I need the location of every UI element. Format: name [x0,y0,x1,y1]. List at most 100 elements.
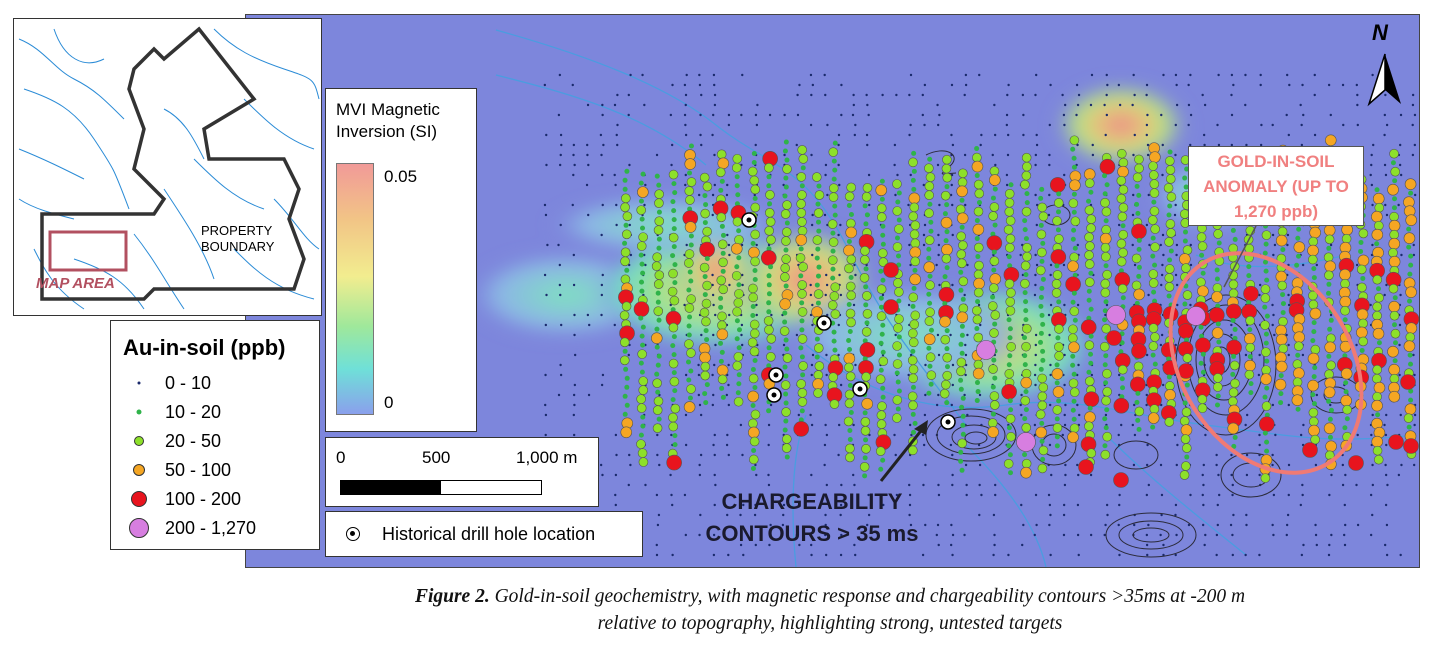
au-sample-point [956,231,966,242]
au-sample-point [1136,237,1142,243]
au-sample-point [1296,253,1302,259]
map-area-label: MAP AREA [36,275,115,292]
au-sample-point [1022,290,1028,296]
au-sample-point [1246,264,1252,270]
au-sample-point [894,314,904,324]
au-sample-point [1052,386,1065,398]
au-sample-point [1117,364,1128,375]
au-sample-point [1166,374,1172,380]
au-sample-point [797,307,808,317]
au-sample-point [718,187,724,193]
au-sample-point [911,168,917,174]
au-sample-point [638,457,649,467]
au-sample-point [1404,403,1417,415]
au-sample-point [672,388,678,394]
au-sample-point [830,309,841,319]
au-sample-point [749,346,760,357]
au-sample-point [1085,241,1095,252]
au-sample-point [783,139,789,145]
au-sample-point [1135,417,1141,423]
au-sample-point [1373,381,1386,394]
legend-row: 10 - 20 [111,398,311,426]
au-sample-point [910,220,921,231]
legend-symbol [137,381,141,385]
au-sample-point [1390,328,1401,339]
au-sample-point [973,277,985,290]
au-sample-point [845,308,856,319]
au-sample-point [846,254,857,265]
au-sample-point [958,287,964,293]
au-sample-point [844,191,855,202]
au-sample-point [878,356,889,367]
au-sample-point [989,400,1000,410]
au-sample-point [654,344,660,350]
au-sample-point [814,255,820,261]
au-sample-point [832,140,838,146]
au-sample-point [1020,376,1033,389]
au-sample-point [639,369,645,375]
au-sample-point [1309,226,1321,239]
au-sample-point [734,234,744,245]
au-sample-point [1005,296,1016,307]
au-sample-point [1371,435,1384,448]
au-sample-point [1132,172,1143,183]
au-sample-point [1004,278,1015,289]
au-sample-point [1102,416,1108,422]
au-sample-point [1104,182,1110,188]
au-sample-point [1149,170,1159,180]
au-sample-point [734,183,740,189]
au-sample-point [1020,395,1031,406]
au-sample-point [976,340,996,360]
au-sample-point [1020,278,1030,289]
au-sample-point [1184,382,1190,388]
au-sample-point [716,328,729,341]
au-sample-point [976,200,982,206]
au-sample-point [1262,394,1268,400]
au-sample-point [1181,461,1191,471]
au-sample-point [912,267,918,273]
au-sample-point [1358,228,1369,239]
au-sample-point [910,238,921,249]
au-sample-point [1182,353,1193,363]
au-sample-point [796,199,806,209]
au-sample-point [1021,422,1032,433]
caption-line-2: relative to topography, highlighting str… [597,613,1063,634]
au-sample-point [832,212,838,218]
property-boundary [40,26,306,301]
au-sample-point [1388,390,1401,403]
au-sample-point [1293,367,1305,380]
au-sample-point [1308,424,1320,437]
au-sample-point [619,310,630,321]
au-sample-point [622,393,628,399]
au-sample-point [844,398,855,409]
au-sample-point [1260,320,1270,330]
au-sample-point [686,384,696,394]
au-sample-point [1099,341,1110,352]
au-sample-point [1164,264,1175,274]
au-sample-point [638,432,644,438]
au-sample-point [734,174,740,180]
scale-bar: 0 500 1,000 m [325,437,599,507]
au-sample-point [859,462,870,472]
au-sample-point [687,314,693,320]
au-sample-point [702,193,708,199]
au-sample-point [1054,234,1064,244]
au-sample-point [766,174,772,180]
au-sample-point [1388,434,1404,450]
au-sample-point [1387,345,1399,358]
au-sample-point [988,364,998,374]
au-sample-point [704,382,710,388]
au-sample-point [752,357,758,363]
au-sample-point [1038,211,1049,222]
au-sample-point [1184,454,1190,460]
au-sample-point [846,238,852,244]
au-sample-point [1408,388,1414,394]
au-sample-point [1036,229,1047,240]
au-sample-point [1245,342,1256,353]
au-sample-point [1067,431,1079,444]
au-sample-point [1326,290,1332,296]
au-sample-point [863,437,869,443]
au-sample-point [1040,276,1046,282]
au-sample-point [1243,285,1259,302]
au-sample-point [784,220,790,226]
